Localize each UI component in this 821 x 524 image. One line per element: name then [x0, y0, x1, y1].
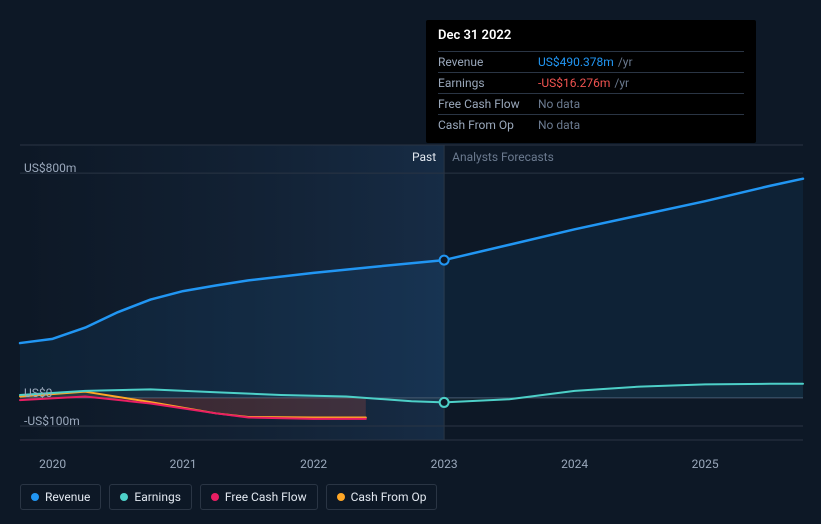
tooltip-row-unit: /yr [618, 55, 633, 69]
tooltip-row: Earnings-US$16.276m/yr [438, 72, 744, 93]
financial-chart: US$800m US$0 -US$100m 2020 2021 2022 2023 20… [0, 0, 821, 524]
xaxis-label: 2021 [170, 457, 197, 471]
series-marker-revenue [440, 256, 449, 265]
yaxis-label: US$800m [24, 161, 76, 175]
legend-item-label: Revenue [45, 490, 90, 504]
legend-dot-icon [31, 493, 39, 501]
tooltip-row-label: Earnings [438, 76, 538, 90]
yaxis-label: US$0 [24, 386, 52, 400]
legend-item-label: Free Cash Flow [225, 490, 307, 504]
legend-item-earnings[interactable]: Earnings [109, 484, 192, 510]
tooltip-row-value: -US$16.276m [538, 76, 610, 90]
tooltip-row-nodata: No data [538, 97, 580, 111]
section-label-forecast: Analysts Forecasts [452, 150, 554, 164]
tooltip-date: Dec 31 2022 [438, 28, 744, 47]
legend-item-label: Earnings [134, 490, 181, 504]
tooltip-row-label: Free Cash Flow [438, 97, 538, 111]
legend-dot-icon [337, 493, 345, 501]
xaxis-label: 2022 [300, 457, 327, 471]
legend-item-cfo[interactable]: Cash From Op [326, 484, 438, 510]
tooltip-row: RevenueUS$490.378m/yr [438, 51, 744, 72]
tooltip-row-unit: /yr [614, 76, 629, 90]
tooltip-row: Cash From OpNo data [438, 114, 744, 135]
tooltip-row-label: Revenue [438, 55, 538, 69]
xaxis-label: 2023 [431, 457, 458, 471]
tooltip-row-nodata: No data [538, 118, 580, 132]
tooltip-row-value: US$490.378m [538, 55, 614, 69]
chart-legend: Revenue Earnings Free Cash Flow Cash From O… [20, 484, 437, 510]
tooltip-row: Free Cash FlowNo data [438, 93, 744, 114]
legend-item-fcf[interactable]: Free Cash Flow [200, 484, 318, 510]
xaxis-label: 2025 [692, 457, 719, 471]
legend-dot-icon [120, 493, 128, 501]
chart-tooltip: Dec 31 2022 RevenueUS$490.378m/yrEarning… [426, 20, 756, 143]
yaxis-label: -US$100m [24, 414, 80, 428]
xaxis-label: 2020 [39, 457, 66, 471]
xaxis-label: 2024 [561, 457, 588, 471]
series-marker-earnings [440, 398, 449, 407]
legend-item-label: Cash From Op [351, 490, 427, 504]
tooltip-row-label: Cash From Op [438, 118, 538, 132]
legend-item-revenue[interactable]: Revenue [20, 484, 101, 510]
section-label-past: Past [412, 150, 436, 164]
legend-dot-icon [211, 493, 219, 501]
